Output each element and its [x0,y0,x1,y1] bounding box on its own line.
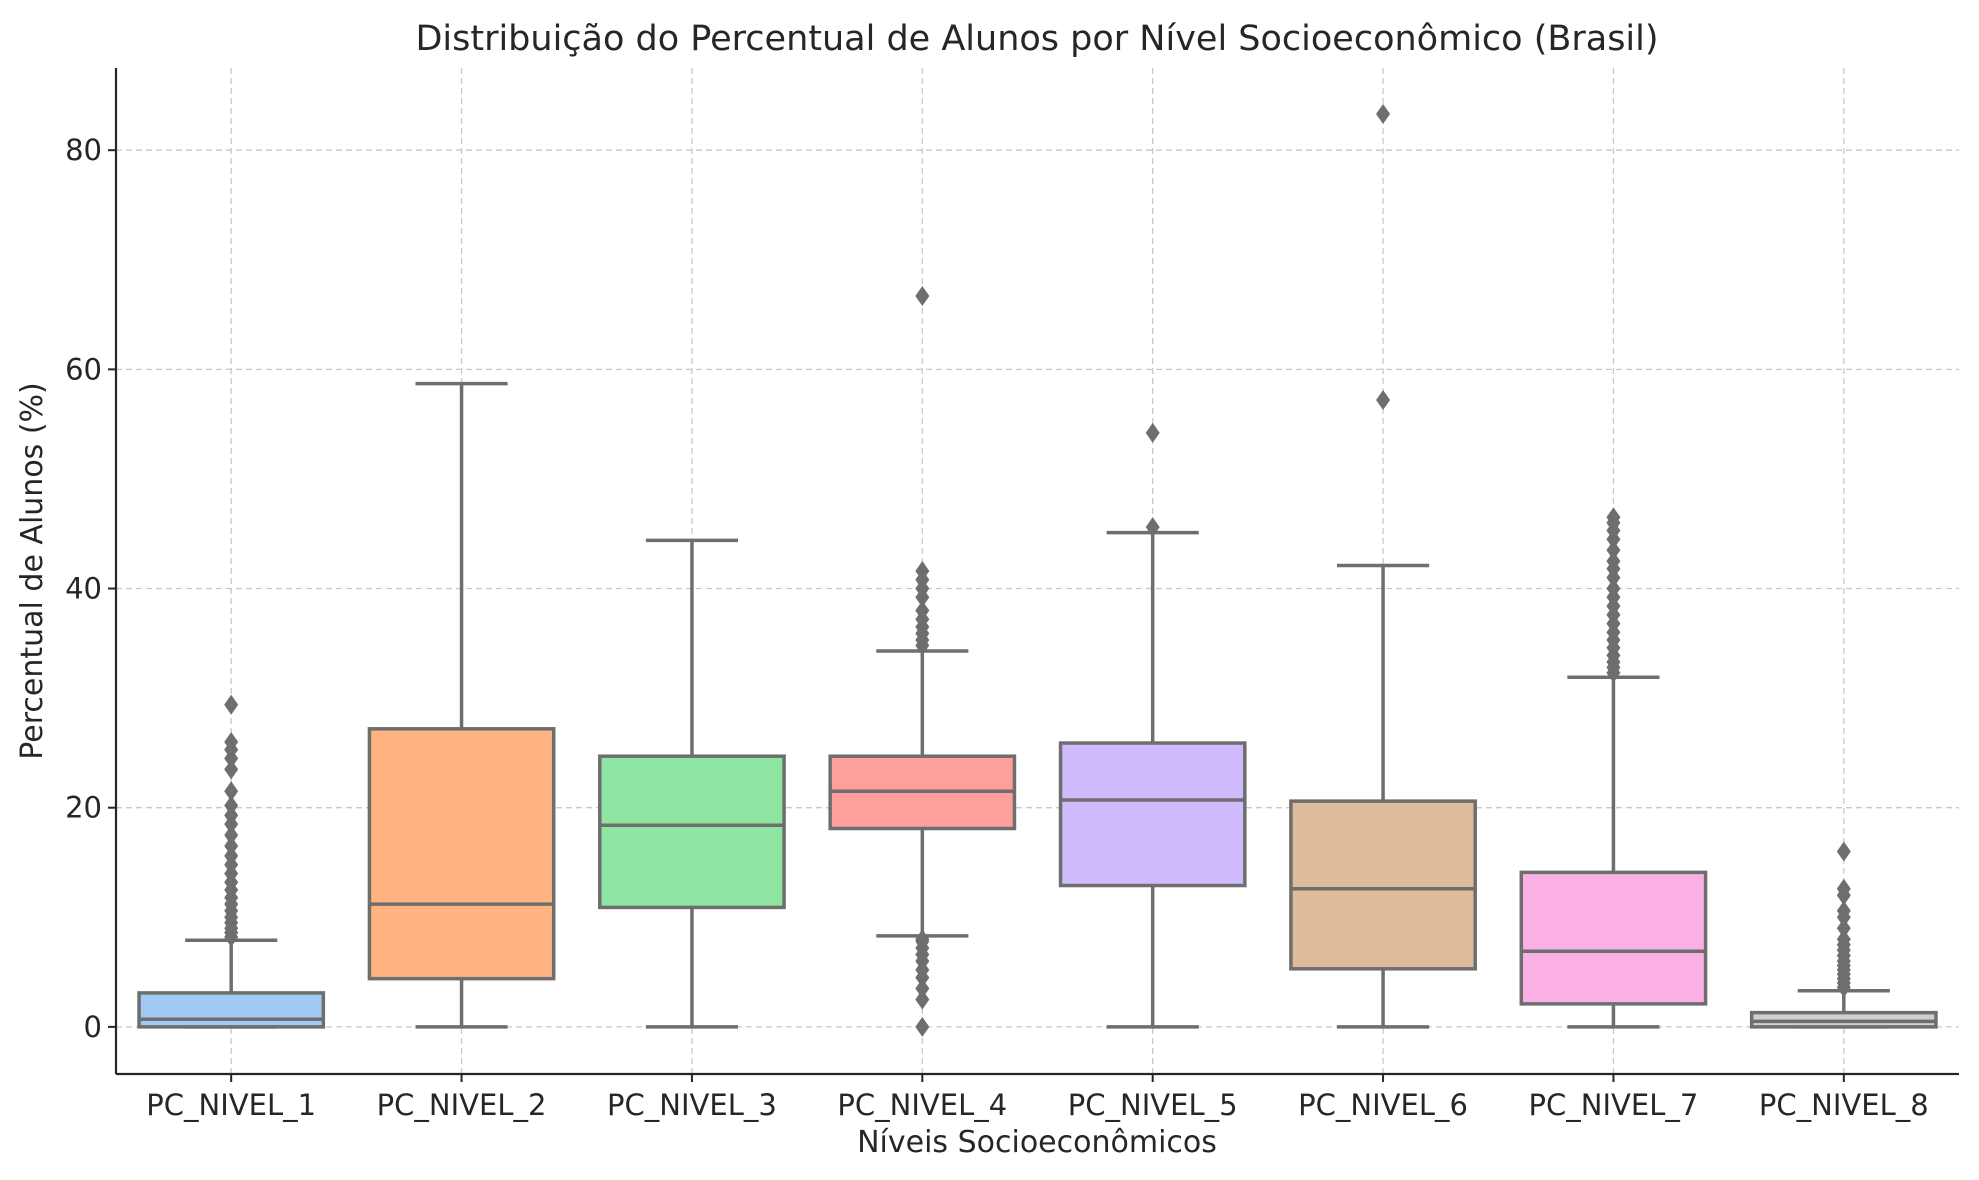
box-group-6 [1289,104,1477,1029]
box-group-4 [828,285,1017,1037]
outlier-point-1-24 [224,694,239,715]
iqr-box-5 [1058,741,1247,888]
outlier-point-7-15 [1606,551,1621,572]
x-tick-label-7: PC_NIVEL_7 [1529,1088,1699,1122]
outlier-point-7-12 [1606,578,1621,599]
x-tick-label-6: PC_NIVEL_6 [1298,1088,1468,1122]
iqr-box-7 [1519,870,1708,1006]
box-group-8 [1749,841,1938,1029]
outlier-point-7-20 [1606,507,1621,528]
box-group-2 [367,381,556,1029]
outlier-point-6-1 [1376,390,1391,411]
outlier-point-8-17 [1836,841,1851,862]
outlier-point-4-21 [915,285,930,306]
x-tick-label-2: PC_NIVEL_2 [377,1088,547,1122]
iqr-box-3 [598,754,786,910]
x-tick-label-1: PC_NIVEL_1 [146,1088,316,1122]
y-tick-label-60: 60 [65,352,102,386]
outlier-point-8-11 [1836,929,1851,950]
box-group-5 [1058,422,1247,1029]
box-group-7 [1519,507,1708,1029]
outlier-point-4-1 [915,1016,930,1037]
box-group-3 [598,538,786,1029]
y-tick-label-20: 20 [65,791,102,825]
iqr-box-1 [137,991,326,1029]
outlier-point-4-16 [915,600,930,621]
outlier-point-7-16 [1606,540,1621,561]
iqr-box-2 [367,727,556,981]
outlier-point-1-23 [224,731,239,752]
outlier-point-1-20 [224,759,239,780]
iqr-box-6 [1289,799,1477,971]
y-tick-label-40: 40 [65,572,102,606]
tick-labels: 0 20 40 60 80 PC_NIVEL_1 PC_NIVEL_2 PC_NIVEL_3 P… [65,133,1929,1122]
outlier-point-5-1 [1145,517,1160,538]
outlier-point-4-2 [915,989,930,1010]
outlier-point-5-2 [1145,422,1160,443]
box-group-1 [137,694,326,1029]
outlier-point-6-2 [1376,104,1391,125]
x-axis-label: Níveis Socioeconômicos [857,1125,1217,1160]
axes [114,68,1959,1076]
outlier-point-4-10 [915,929,930,950]
y-tick-label-0: 0 [84,1010,102,1044]
x-tick-label-3: PC_NIVEL_3 [607,1088,777,1122]
outlier-point-1-14 [224,836,239,857]
x-tick-label-4: PC_NIVEL_4 [837,1088,1007,1122]
y-tick-label-80: 80 [65,133,102,167]
box-plot-series [137,104,1938,1037]
y-axis-label: Percentual de Alunos (%) [15,382,50,760]
x-tick-label-8: PC_NIVEL_8 [1759,1088,1929,1122]
outlier-point-8-16 [1836,878,1851,899]
chart-title: Distribuição do Percentual de Alunos por… [415,19,1658,59]
outlier-point-1-19 [224,781,239,802]
x-tick-label-5: PC_NIVEL_5 [1068,1088,1238,1122]
outlier-point-4-20 [915,561,930,581]
outlier-point-8-12 [1836,918,1851,939]
outlier-point-1-15 [224,825,239,846]
outlier-point-4-3 [915,978,930,999]
outlier-point-1-18 [224,795,239,816]
outlier-point-8-14 [1836,900,1851,921]
